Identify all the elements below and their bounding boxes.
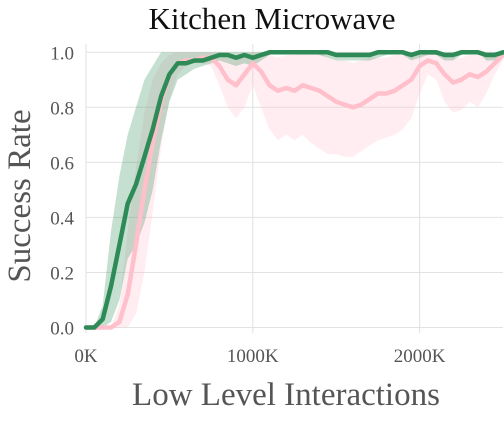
line-layer: [83, 50, 504, 330]
series-line: [83, 52, 504, 330]
y-tick-label: 0.6: [50, 153, 74, 174]
series-line: [83, 50, 504, 330]
x-tick-label: 0K: [74, 346, 98, 367]
x-tick-label: 2000K: [394, 346, 446, 367]
y-axis-label: Success Rate: [2, 109, 38, 282]
y-tick-label: 0.4: [50, 208, 74, 229]
x-tick-label: 1000K: [227, 346, 279, 367]
y-tick-label: 1.0: [50, 43, 74, 64]
y-tick-label: 0.2: [50, 263, 74, 284]
chart-title: Kitchen Microwave: [148, 1, 395, 36]
x-axis-label: Low Level Interactions: [132, 377, 440, 413]
y-tick-label: 0.8: [50, 98, 74, 119]
series-confidence-band: [86, 52, 503, 328]
band-layer: [86, 52, 503, 328]
y-tick-label: 0.0: [50, 318, 74, 339]
tick-layer: 0.0 0.2 0.4 0.6 0.8 1.0 0K 1000K 2000K: [50, 43, 445, 367]
